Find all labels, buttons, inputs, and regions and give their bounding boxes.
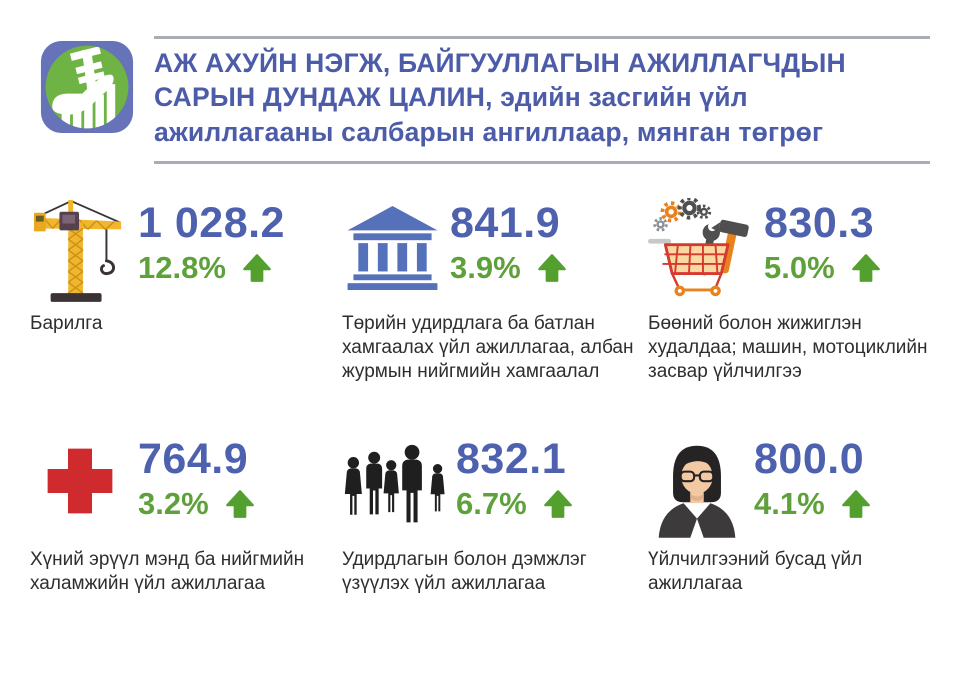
figures: 841.9 3.9% <box>450 202 567 283</box>
stat-card-trade: 830.3 5.0% Бөөний болон жижиглэн худалда… <box>648 196 950 432</box>
salary-value: 800.0 <box>754 435 865 483</box>
stat-card-other-services: 800.0 4.1% Үйлчилгээний бусад үйл ажилла… <box>648 432 950 668</box>
figures: 830.3 5.0% <box>764 202 881 283</box>
card-top: 764.9 3.2% <box>30 434 342 540</box>
tugrik-in-hand-logo-icon <box>40 40 134 134</box>
up-arrow-icon <box>851 253 880 282</box>
salary-value: 764.9 <box>138 435 249 483</box>
change-percent: 4.1% <box>754 486 825 521</box>
salary-value: 830.3 <box>764 199 875 247</box>
page-title-caps: АЖ АХУЙН НЭГЖ, БАЙГУУЛЛАГЫН АЖИЛЛАГЧДЫН … <box>154 48 846 113</box>
page-title: АЖ АХУЙН НЭГЖ, БАЙГУУЛЛАГЫН АЖИЛЛАГЧДЫН … <box>154 46 930 149</box>
change-percent: 3.2% <box>138 486 209 521</box>
salary-value: 832.1 <box>456 435 567 483</box>
header: АЖ АХУЙН НЭГЖ, БАЙГУУЛЛАГЫН АЖИЛЛАГЧДЫН … <box>40 36 930 165</box>
stat-card-construction: 1 028.2 12.8% Барилга <box>30 196 342 432</box>
change-percent: 12.8% <box>138 250 226 285</box>
up-arrow-icon <box>543 489 572 518</box>
change-percent: 5.0% <box>764 250 835 285</box>
red-cross-icon <box>30 434 130 518</box>
stats-grid: 1 028.2 12.8% Барилга <box>30 196 950 668</box>
stat-card-admin-support: 832.1 6.7% Удирдлагын болон дэмжлэг үзүү… <box>342 432 648 668</box>
salary-value: 1 028.2 <box>138 199 285 247</box>
up-arrow-icon <box>841 489 870 518</box>
figures: 800.0 4.1% <box>754 438 871 519</box>
page-title-rest: эдийн засгийн үйл ажиллагааны салбарын а… <box>154 82 824 147</box>
change-row: 4.1% <box>754 488 871 519</box>
sector-label: Үйлчилгээний бусад үйл ажиллагаа <box>648 549 863 595</box>
change-row: 3.9% <box>450 252 567 283</box>
up-arrow-icon <box>243 253 271 282</box>
sector-label: Төрийн удирдлага ба батлан хамгаалах үйл… <box>342 313 634 383</box>
up-arrow-icon <box>537 253 566 282</box>
sector-label: Барилга <box>30 313 103 334</box>
shopping-cart-tools-icon <box>648 198 756 299</box>
change-row: 3.2% <box>138 488 255 519</box>
change-percent: 6.7% <box>456 486 527 521</box>
change-row: 5.0% <box>764 252 881 283</box>
card-top: 800.0 4.1% <box>648 434 950 540</box>
title-block: АЖ АХУЙН НЭГЖ, БАЙГУУЛЛАГЫН АЖИЛЛАГЧДЫН … <box>154 36 930 165</box>
change-row: 6.7% <box>456 488 573 519</box>
change-row: 12.8% <box>138 252 285 283</box>
stat-card-public-administration: 841.9 3.9% Төрийн удирдлага ба батлан ха… <box>342 196 648 432</box>
card-top: 830.3 5.0% <box>648 198 950 304</box>
businesswoman-icon <box>648 434 746 538</box>
figures: 764.9 3.2% <box>138 438 255 519</box>
card-top: 841.9 3.9% <box>342 198 648 304</box>
card-top: 832.1 6.7% <box>342 434 648 540</box>
figures: 832.1 6.7% <box>456 438 573 519</box>
change-percent: 3.9% <box>450 250 521 285</box>
stat-card-health: 764.9 3.2% Хүний эрүүл мэнд ба нийгмийн … <box>30 432 342 668</box>
up-arrow-icon <box>225 489 254 518</box>
business-people-icon <box>342 434 448 533</box>
government-building-icon <box>342 198 442 290</box>
card-top: 1 028.2 12.8% <box>30 198 342 304</box>
figures: 1 028.2 12.8% <box>138 199 285 284</box>
salary-value: 841.9 <box>450 199 561 247</box>
construction-crane-icon <box>30 198 130 302</box>
sector-label: Удирдлагын болон дэмжлэг үзүүлэх үйл ажи… <box>342 549 587 595</box>
sector-label: Хүний эрүүл мэнд ба нийгмийн халамжийн ү… <box>30 549 305 595</box>
sector-label: Бөөний болон жижиглэн худалдаа; машин, м… <box>648 313 928 383</box>
